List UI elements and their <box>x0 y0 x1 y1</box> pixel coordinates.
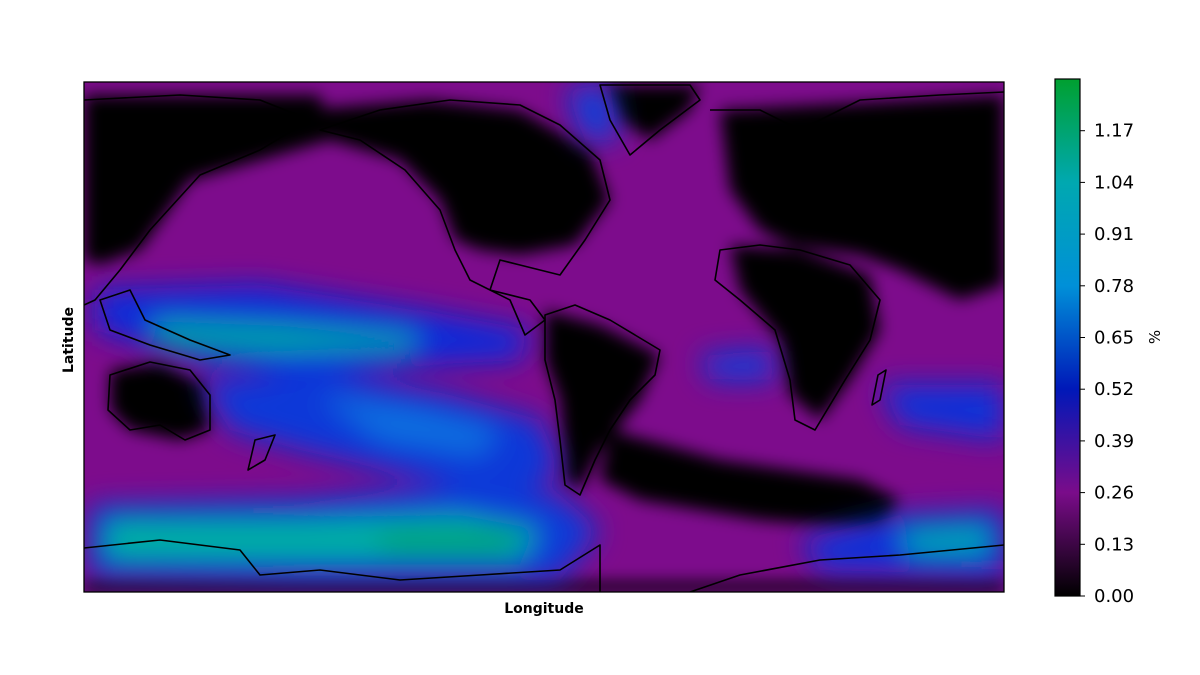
asia-land <box>84 95 330 265</box>
coastline-madagascar <box>871 369 887 406</box>
south-atlantic-dark <box>600 430 900 530</box>
coastline-north-america <box>319 99 611 336</box>
coastline-maritime-continent <box>99 289 231 361</box>
colorbar-tick-label: 0.13 <box>1094 534 1134 555</box>
colorbar-tick-label: 0.78 <box>1094 276 1134 297</box>
colorbar-tick-label: 0.26 <box>1094 483 1134 504</box>
colorbar-tick-label: 0.91 <box>1094 224 1134 245</box>
colorbar-tick-label: 1.04 <box>1094 172 1134 193</box>
coastline-antarctica <box>84 539 601 592</box>
coastline-africa <box>714 244 881 431</box>
southern-ocean-green <box>380 535 520 550</box>
y-axis-title: Latitude <box>61 307 77 373</box>
tropical-pacific-core <box>150 320 420 352</box>
colorbar-tick-label: 0.65 <box>1094 328 1134 349</box>
coastline-south-america <box>544 304 661 496</box>
greenland-land <box>605 85 700 140</box>
colorbar-ticks: 0.00 0.13 0.26 0.39 0.52 0.65 0.78 0.91 1.04 1.17 <box>1080 121 1134 607</box>
colorbar-tick-label: 0.52 <box>1094 379 1134 400</box>
southern-ocean-indian-core <box>900 525 990 555</box>
south-america-land <box>545 310 660 490</box>
coastline-eurasia <box>710 91 1004 131</box>
high-value-bands <box>90 85 1004 580</box>
map-field <box>84 82 1004 592</box>
south-atlantic-patch <box>700 350 775 380</box>
x-axis-title: Longitude <box>504 601 584 617</box>
coastline-antarctica-east <box>689 544 1004 592</box>
colorbar-gradient <box>1055 79 1080 596</box>
australia-land <box>110 362 210 440</box>
colorbar-tick-label: 1.17 <box>1094 121 1134 142</box>
colorbar-tick-label: 0.00 <box>1094 586 1134 607</box>
coastlines <box>84 84 1004 592</box>
eurasia-land <box>720 95 1004 300</box>
land-mask <box>84 85 1004 592</box>
coastline-asia-west <box>84 94 311 306</box>
coastline-new-zealand <box>247 434 276 471</box>
colorbar-tick-label: 0.39 <box>1094 431 1134 452</box>
north-america-land <box>300 100 610 255</box>
plot-frame <box>83 81 1005 593</box>
subtropical-pacific-core <box>320 395 500 455</box>
indian-ocean-patch <box>880 385 1004 440</box>
antarctica-land <box>84 582 1004 592</box>
coastline-greenland <box>599 84 701 156</box>
colorbar-unit-label: % <box>1146 330 1164 344</box>
coastline-australia <box>107 361 211 441</box>
africa-land <box>730 245 880 420</box>
